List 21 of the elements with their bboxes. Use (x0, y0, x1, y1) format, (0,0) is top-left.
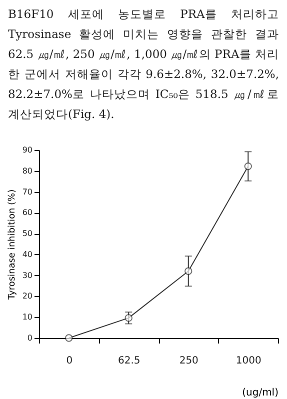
y-tick-label: 60 (22, 208, 32, 218)
point (244, 162, 252, 170)
point (184, 267, 192, 276)
x-tick-label: 1000 (236, 356, 262, 366)
y-tick-label: 10 (22, 312, 32, 322)
y-tick-label: 30 (22, 270, 32, 280)
y-tick-label: 90 (22, 146, 32, 154)
y-tick-label: 50 (22, 229, 32, 238)
point (124, 314, 132, 322)
point (65, 334, 73, 342)
y-tick-label: 40 (22, 250, 32, 259)
y-tick-label: 20 (22, 292, 32, 301)
x-tick-label: 62.5 (118, 356, 140, 366)
x-axis-title: (ug/ml) (242, 388, 279, 398)
y-axis-title: Tyrosinase inhibition (%) (7, 189, 18, 301)
x-tick-label: 250 (179, 356, 198, 366)
x-tick-label: 0 (66, 356, 73, 366)
text: B16F10 세포에 농도별로 PRA를 처리하고 Tyrosinase 활성에 미치는 영향을 관찰한 결과 62.5 ㎍/㎖, 250 ㎍/㎖, 1,000 ㎍/㎖의 PRA를 처리한 군에서 저해율이 각각 9.6±2.8%, 32.0±7.2%, 82.2±7.0%로 나타났으며 IC₅₀은 518.5 ㎍/㎖로 계산되었다(Fig. 4). (8, 6, 279, 123)
y-tick-label: 0 (27, 334, 32, 342)
y-tick-label: 80 (22, 166, 32, 176)
y-tick-label: 70 (22, 187, 32, 196)
